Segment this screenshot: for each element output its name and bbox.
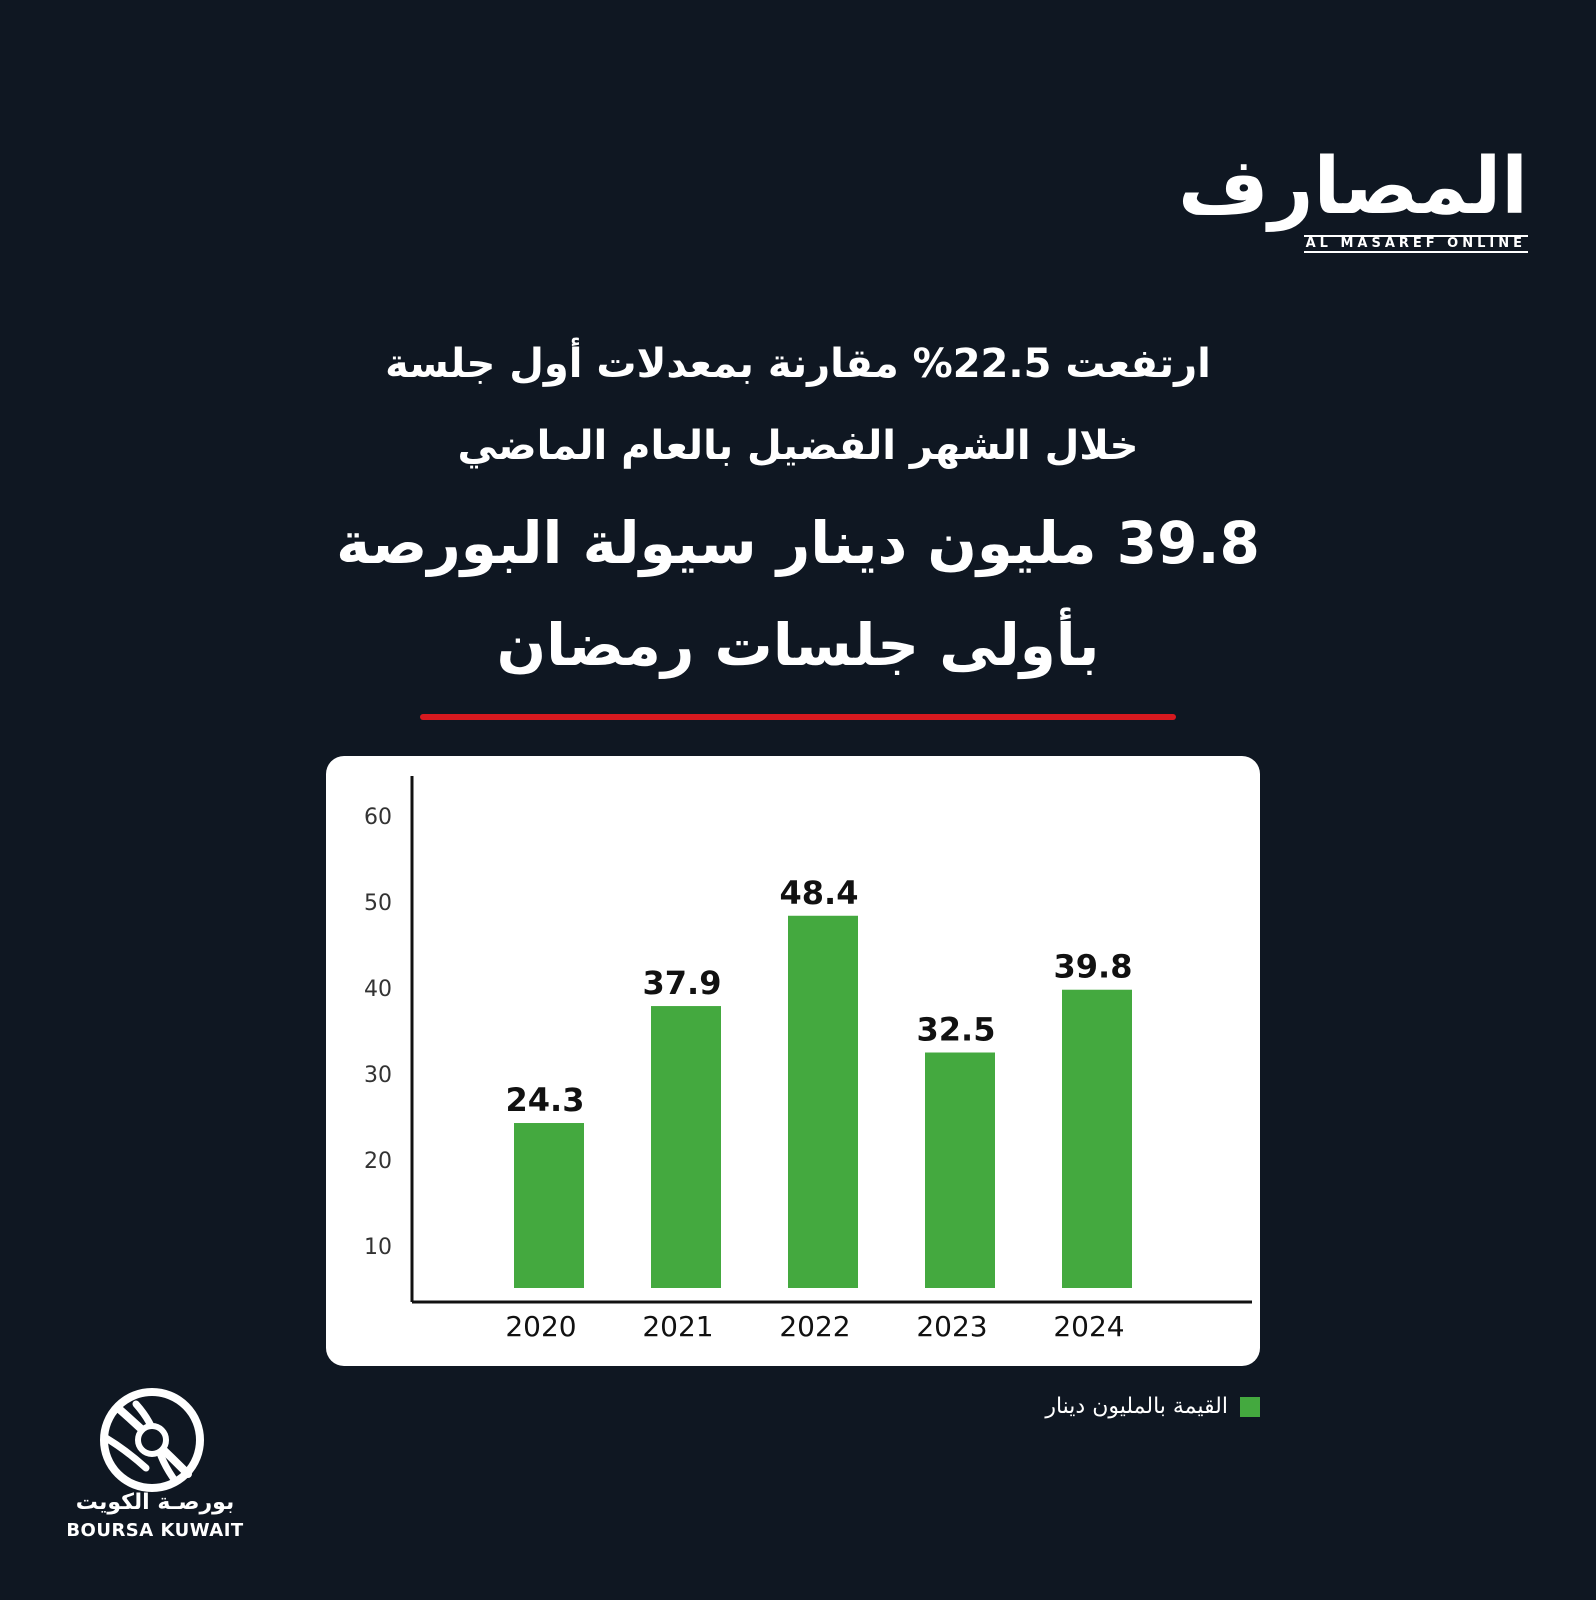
y-ticks: 10 20 30 40 50 60	[364, 805, 392, 1260]
headline-line-1: 39.8 مليون دينار سيولة البورصة	[336, 509, 1260, 577]
almasaref-logo: المصارف AL MASAREF ONLINE	[1158, 142, 1530, 253]
x-categories: 2020 2021 2022 2023 2024	[505, 1310, 1124, 1343]
y-tick-label: 40	[364, 977, 392, 1002]
x-category-2020: 2020	[505, 1310, 576, 1343]
data-label-2022: 48.4	[780, 874, 859, 912]
logo-arabic-text: المصارف	[1178, 142, 1530, 232]
data-label-2024: 39.8	[1054, 948, 1133, 986]
y-tick-label: 30	[364, 1063, 392, 1088]
boursa-arabic-text: بورصـة الكويت	[75, 1490, 235, 1515]
y-tick-label: 50	[364, 891, 392, 916]
subheadline-line-2: خلال الشهر الفضيل بالعام الماضي	[457, 423, 1139, 469]
headline-line-2: بأولى جلسات رمضان	[496, 611, 1100, 679]
bar-2023	[925, 1052, 995, 1288]
bar-2020	[514, 1123, 584, 1288]
y-tick-label: 20	[364, 1149, 392, 1174]
y-tick-label: 10	[364, 1235, 392, 1260]
x-category-2023: 2023	[916, 1310, 987, 1343]
subheadline-line-1: ارتفعت 22.5% مقارنة بمعدلات أول جلسة	[385, 341, 1211, 387]
data-labels: 24.3 37.9 48.4 32.5 39.8	[506, 874, 1133, 1119]
legend-label: القيمة بالمليون دينار	[1045, 1394, 1228, 1419]
bar-2021	[651, 1006, 721, 1288]
bar-2024	[1062, 989, 1132, 1288]
data-label-2021: 37.9	[643, 964, 722, 1002]
boursa-kuwait-emblem	[100, 1388, 204, 1492]
data-label-2023: 32.5	[917, 1011, 996, 1049]
boursa-english-text: BOURSA KUWAIT	[66, 1520, 244, 1541]
logo-english-text: AL MASAREF ONLINE	[1303, 235, 1528, 253]
data-label-2020: 24.3	[506, 1081, 585, 1119]
x-category-2021: 2021	[642, 1310, 713, 1343]
y-tick-label: 60	[364, 805, 392, 830]
bars	[514, 915, 1132, 1288]
bar-2022	[788, 915, 858, 1288]
x-category-2024: 2024	[1053, 1310, 1124, 1343]
legend: القيمة بالمليون دينار	[1045, 1394, 1260, 1419]
legend-swatch	[1240, 1396, 1260, 1417]
chart-card: 10 20 30 40 50 60 24.3 37.9 48.4 32.5 39.8 2020 20…	[326, 756, 1260, 1366]
red-divider	[420, 714, 1176, 720]
x-category-2022: 2022	[779, 1310, 850, 1343]
